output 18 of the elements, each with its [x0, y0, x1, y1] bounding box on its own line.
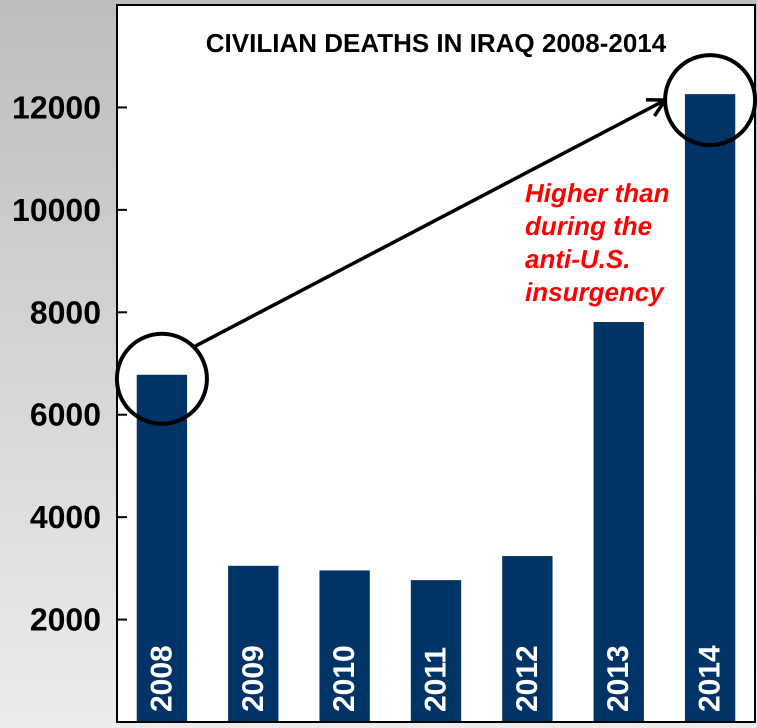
x-tick-label: 2011: [420, 646, 452, 712]
x-tick-label: 2009: [236, 645, 270, 712]
text: CIVILIAN DEATHS IN IRAQ 2008-2014: [206, 28, 667, 58]
x-tick-label: 2012: [510, 645, 544, 712]
y-tick-label: 6000: [30, 396, 101, 433]
y-tick-label: 2000: [30, 602, 101, 638]
y-tick-label: 12000: [12, 89, 101, 126]
annotation: Higher than during the anti-U.S. insurgency: [525, 178, 670, 307]
y-tick-label: 8000: [30, 294, 101, 330]
bar: [319, 570, 370, 722]
y-tick-label: 4000: [30, 499, 101, 536]
y-tick-label: 10000: [12, 192, 101, 228]
x-tick-label: 2014: [694, 644, 727, 712]
bar: [594, 322, 644, 722]
bar: [502, 556, 553, 722]
x-tick-label: 2013: [602, 645, 636, 712]
x-tick-label: 2008: [145, 645, 178, 712]
x-tick-label: 2010: [328, 645, 362, 712]
